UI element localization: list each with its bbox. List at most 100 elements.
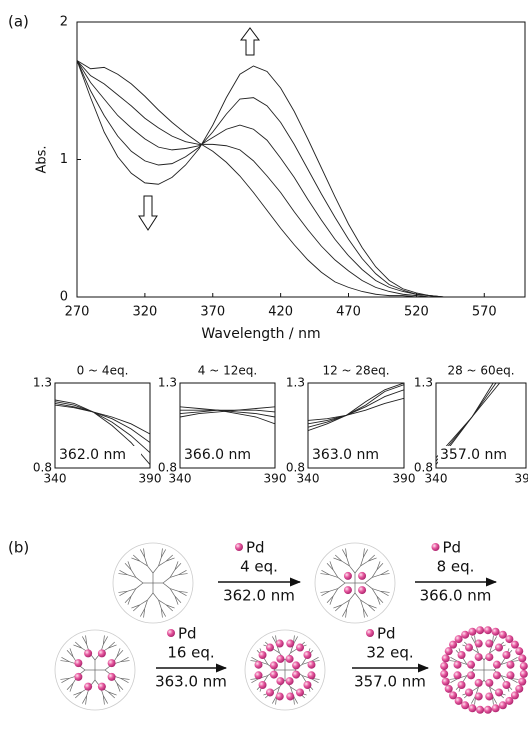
- pd-particle: [254, 671, 263, 680]
- pd-particle: [483, 705, 492, 714]
- dendron: [321, 570, 330, 575]
- dendron: [333, 604, 342, 609]
- pd-icon: [366, 629, 374, 637]
- dendron: [82, 695, 87, 704]
- spectrum-line: [308, 389, 404, 425]
- y-tick-label: 1: [60, 152, 68, 167]
- dendron: [166, 604, 175, 609]
- dendron: [127, 561, 132, 570]
- dendron: [346, 599, 350, 609]
- pd-particle: [444, 684, 453, 693]
- x-tick-label: 390: [264, 472, 287, 486]
- dendron: [363, 549, 368, 558]
- dendron: [349, 565, 356, 574]
- dendron: [108, 691, 117, 696]
- pd-particle: [254, 660, 263, 669]
- x-tick-label: 270: [65, 305, 90, 320]
- dendron: [158, 599, 162, 609]
- dendron: [354, 565, 361, 574]
- pd-particle: [506, 660, 515, 669]
- y-tick-label: 1.3: [33, 376, 52, 390]
- dendron: [165, 604, 173, 612]
- dendron: [118, 573, 128, 576]
- pd-particle: [449, 691, 458, 700]
- dendron: [135, 577, 144, 584]
- dendron: [102, 695, 105, 705]
- pd-particle: [518, 677, 527, 686]
- dendron: [345, 608, 348, 618]
- wavelength: 363.0 nm: [155, 673, 227, 691]
- dendron: [174, 561, 179, 570]
- dendron: [61, 657, 70, 662]
- pd-particle: [492, 660, 501, 669]
- dendron: [364, 577, 373, 584]
- dendron: [360, 599, 369, 606]
- pd-particle: [453, 660, 462, 669]
- pd-particle: [474, 692, 483, 701]
- dendron: [342, 608, 347, 617]
- dendron: [160, 548, 163, 558]
- dendron: [363, 608, 368, 617]
- dendron: [376, 561, 381, 570]
- dendron: [108, 644, 117, 649]
- pd-particle: [343, 586, 352, 595]
- dendron: [376, 563, 384, 571]
- dendron: [66, 682, 74, 690]
- spectrum-line: [77, 60, 525, 297]
- pd-particle: [276, 677, 285, 686]
- inset-title: 0 ~ 4eq.: [77, 364, 129, 378]
- dendron: [118, 590, 128, 593]
- dendron: [341, 599, 350, 606]
- dendron: [147, 565, 154, 574]
- reagent: Pd: [443, 539, 462, 557]
- dendron: [165, 554, 173, 562]
- dendron: [161, 549, 166, 558]
- dendrimer: [112, 542, 194, 624]
- spectrum-line: [77, 60, 525, 297]
- pd-particle: [498, 701, 507, 710]
- dendron: [130, 569, 137, 578]
- dendron: [120, 678, 129, 683]
- dendron: [75, 691, 83, 699]
- pd-particle: [440, 669, 449, 678]
- dendron: [337, 582, 346, 589]
- pd-particle: [258, 650, 267, 659]
- x-tick-label: 390: [393, 472, 416, 486]
- dendron: [326, 595, 334, 603]
- dendron: [329, 574, 339, 578]
- dendrimer: [54, 629, 136, 711]
- dendron: [380, 591, 389, 596]
- x-tick-label: 520: [404, 305, 429, 320]
- pd-particle: [515, 647, 524, 656]
- pd-particle: [468, 704, 477, 713]
- pd-particle: [519, 662, 528, 671]
- spectrum-line: [77, 60, 525, 297]
- pd-particle: [286, 692, 295, 701]
- pd-particle: [464, 688, 473, 697]
- pd-particle: [519, 669, 528, 678]
- x-tick-label: 340: [169, 472, 192, 486]
- inset-title: 28 ~ 60eq.: [447, 364, 514, 378]
- plot-frame: [76, 21, 526, 298]
- plot-frame: [54, 382, 151, 469]
- pd-particle: [510, 691, 519, 700]
- pd-particle: [107, 659, 116, 668]
- pd-particle: [265, 688, 274, 697]
- dendron: [139, 560, 148, 567]
- increase-arrow: [240, 27, 260, 56]
- pd-particle: [485, 678, 494, 687]
- dendron: [61, 678, 70, 683]
- pd-particle: [449, 640, 458, 649]
- pd-particle: [292, 661, 301, 670]
- dendron: [152, 565, 159, 574]
- pd-particle: [461, 630, 470, 639]
- pd-icon: [167, 629, 175, 637]
- dendron: [321, 591, 330, 596]
- pd-particle: [485, 692, 494, 701]
- inset-title: 4 ~ 12eq.: [198, 364, 257, 378]
- pd-particle: [492, 671, 501, 680]
- y-tick-label: 2: [60, 15, 68, 30]
- dendron: [124, 595, 132, 603]
- pd-particle: [457, 681, 466, 690]
- dendron: [119, 570, 128, 575]
